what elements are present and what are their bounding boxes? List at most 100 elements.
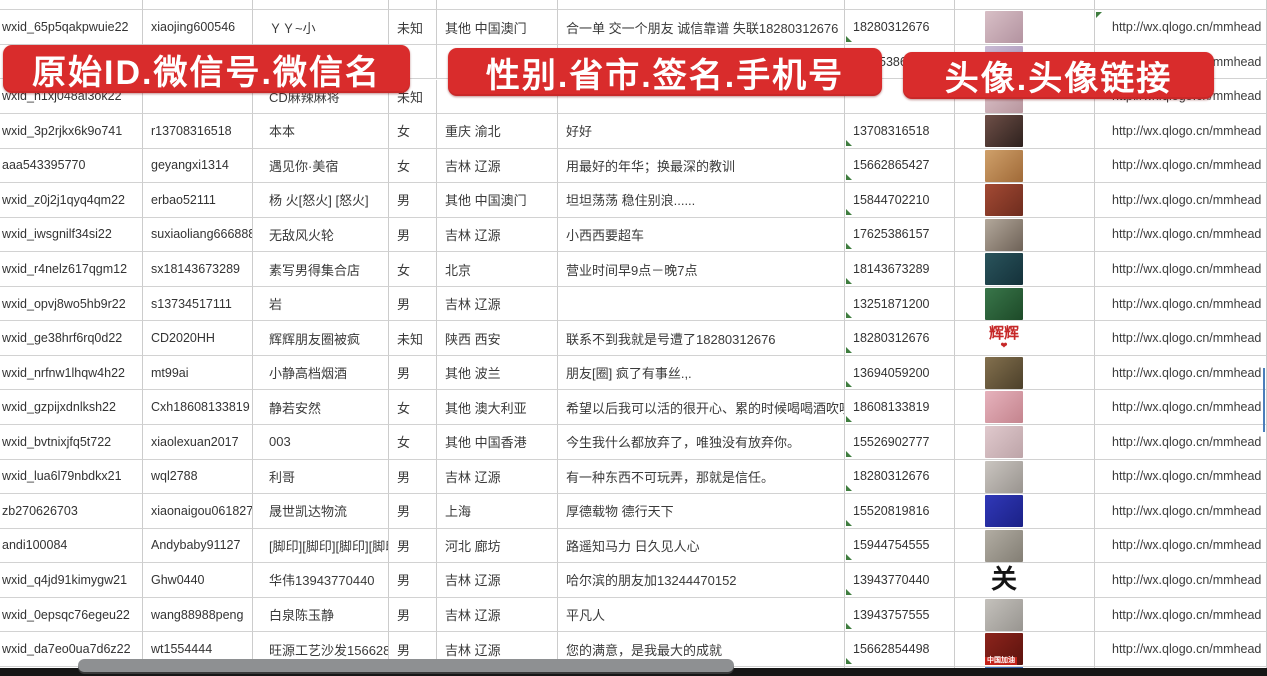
cell-avatar-link[interactable]: http://wx.qlogo.cn/mmhead bbox=[1095, 355, 1267, 391]
cell-avatar[interactable] bbox=[955, 390, 1095, 425]
cell-signature[interactable]: 路遥知马力 日久见人心 bbox=[558, 528, 845, 564]
cell-original-id[interactable]: wxid_65p5qakpwuie22 bbox=[0, 10, 143, 45]
cell-gender[interactable]: 男 bbox=[389, 355, 437, 391]
cell-signature[interactable] bbox=[558, 0, 845, 11]
cell-wechat-name[interactable]: CD麻辣麻将 bbox=[253, 79, 389, 115]
cell-original-id[interactable]: wxid_opvj8wo5hb9r22 bbox=[0, 286, 143, 322]
cell-gender[interactable]: 女 bbox=[389, 252, 437, 287]
cell-province-city[interactable]: 吉林 辽源 bbox=[437, 563, 558, 598]
cell-province-city[interactable]: 吉林 辽源 bbox=[437, 217, 558, 253]
cell-wechat-name[interactable]: 华伟13943770440 bbox=[253, 563, 389, 598]
cell-wechat-name[interactable]: 岩 bbox=[253, 286, 389, 322]
cell-wechat-name[interactable]: ＹＹ~小 bbox=[253, 10, 389, 45]
cell-signature[interactable]: 今生我什么都放弃了，唯独没有放弃你。 bbox=[558, 425, 845, 460]
cell-avatar-link[interactable]: http://wx.qlogo.cn/mmhead bbox=[1095, 494, 1267, 529]
cell-signature[interactable] bbox=[558, 79, 845, 115]
cell-wechat-id[interactable] bbox=[143, 79, 253, 115]
cell-phone-number[interactable]: 18280312676 bbox=[845, 459, 955, 495]
cell-phone-number[interactable]: 15844702210 bbox=[845, 183, 955, 218]
cell-original-id[interactable]: zb270626703 bbox=[0, 494, 143, 529]
cell-wechat-id[interactable]: wql2788 bbox=[143, 459, 253, 495]
cell-signature[interactable]: 平凡人 bbox=[558, 597, 845, 633]
cell-wechat-id[interactable]: wang88988peng bbox=[143, 597, 253, 633]
cell-avatar[interactable] bbox=[955, 114, 1095, 149]
cell-province-city[interactable]: 其他 中国香港 bbox=[437, 425, 558, 460]
cell-wechat-id[interactable]: suxiaoliang666888 bbox=[143, 217, 253, 253]
cell-original-id[interactable]: wxid_da7eo0ua7d6z22 bbox=[0, 632, 143, 667]
cell-avatar-link[interactable]: http://wx.qlogo.cn/mmhead bbox=[1095, 183, 1267, 218]
cell-province-city[interactable]: 北京 bbox=[437, 252, 558, 287]
cell-gender[interactable]: 男 bbox=[389, 563, 437, 598]
cell-avatar-link[interactable]: http://wx.qlogo.cn/mmhead bbox=[1095, 632, 1267, 667]
cell-province-city[interactable]: 上海 bbox=[437, 494, 558, 529]
cell-wechat-id[interactable]: CD2020HH bbox=[143, 321, 253, 356]
cell-phone-number[interactable]: 13694059200 bbox=[845, 355, 955, 391]
cell-gender[interactable]: 女 bbox=[389, 114, 437, 149]
cell-gender[interactable]: 女 bbox=[389, 390, 437, 425]
cell-original-id[interactable]: wxid_lua6l79nbdkx21 bbox=[0, 459, 143, 495]
cell-wechat-id[interactable]: Andybaby91127 bbox=[143, 528, 253, 564]
cell-gender[interactable] bbox=[389, 44, 437, 80]
cell-signature[interactable]: 用最好的年华；换最深的教训 bbox=[558, 148, 845, 184]
cell-avatar[interactable] bbox=[955, 597, 1095, 633]
cell-avatar[interactable] bbox=[955, 528, 1095, 564]
cell-wechat-id[interactable]: geyangxi1314 bbox=[143, 148, 253, 184]
cell-gender[interactable]: 男 bbox=[389, 459, 437, 495]
cell-avatar-link[interactable]: http://wx.qlogo.cn/mmhead bbox=[1095, 286, 1267, 322]
cell-avatar-link[interactable]: http://wx.qlogo.cn/mmhead bbox=[1095, 252, 1267, 287]
cell-avatar-link[interactable]: http://wx.qlogo.cn/mmhead bbox=[1095, 148, 1267, 184]
cell-original-id[interactable]: wxid_nrfnw1lhqw4h22 bbox=[0, 355, 143, 391]
cell-phone-number[interactable]: 18280312676 bbox=[845, 10, 955, 45]
cell-signature[interactable]: 厚德载物 德行天下 bbox=[558, 494, 845, 529]
cell-original-id[interactable]: wxid_3p2rjkx6k9o741 bbox=[0, 114, 143, 149]
cell-gender[interactable]: 女 bbox=[389, 148, 437, 184]
cell-signature[interactable]: 营业时间早9点－晚7点 bbox=[558, 252, 845, 287]
cell-signature[interactable]: 希望以后我可以活的很开心、累的时候喝喝酒吹吹[ bbox=[558, 390, 845, 425]
cell-phone-number[interactable]: 18608133819 bbox=[845, 390, 955, 425]
cell-province-city[interactable]: 其他 中国澳门 bbox=[437, 183, 558, 218]
cell-avatar[interactable] bbox=[955, 252, 1095, 287]
cell-gender[interactable]: 男 bbox=[389, 494, 437, 529]
cell-avatar[interactable]: 中国加油 bbox=[955, 632, 1095, 667]
cell-wechat-name[interactable]: 无敌风火轮 bbox=[253, 217, 389, 253]
cell-original-id[interactable]: wxid_ge38hrf6rq0d22 bbox=[0, 321, 143, 356]
cell-wechat-id[interactable]: xiaonaigou061827 bbox=[143, 494, 253, 529]
cell-gender[interactable]: 男 bbox=[389, 597, 437, 633]
cell-avatar[interactable]: 辉辉 ❤ bbox=[955, 321, 1095, 356]
cell-wechat-id[interactable]: r13708316518 bbox=[143, 114, 253, 149]
cell-wechat-id[interactable] bbox=[143, 0, 253, 11]
cell-wechat-id[interactable]: xiaolexuan2017 bbox=[143, 425, 253, 460]
cell-avatar-link[interactable]: http://wx.qlogo.cn/mmhead bbox=[1095, 114, 1267, 149]
cell-signature[interactable]: 坦坦荡荡 稳住别浪...... bbox=[558, 183, 845, 218]
cell-avatar-link[interactable]: http://wx.qlogo.cn/mmhead bbox=[1095, 217, 1267, 253]
cell-avatar[interactable] bbox=[955, 459, 1095, 495]
cell-phone-number[interactable]: 13708316518 bbox=[845, 114, 955, 149]
cell-phone-number[interactable]: 13943757555 bbox=[845, 597, 955, 633]
cell-avatar-link[interactable]: http://wx.qlogo.cn/mmhead bbox=[1095, 597, 1267, 633]
cell-wechat-name[interactable]: 素写男得集合店 bbox=[253, 252, 389, 287]
cell-original-id[interactable]: wxid_0epsqc76egeu22 bbox=[0, 597, 143, 633]
cell-avatar[interactable] bbox=[955, 425, 1095, 460]
cell-phone-number[interactable] bbox=[845, 0, 955, 11]
cell-wechat-id[interactable]: sx18143673289 bbox=[143, 252, 253, 287]
cell-province-city[interactable]: 其他 澳大利亚 bbox=[437, 390, 558, 425]
cell-province-city[interactable]: 河北 廊坊 bbox=[437, 528, 558, 564]
cell-avatar[interactable] bbox=[955, 217, 1095, 253]
cell-phone-number[interactable]: 18143673289 bbox=[845, 252, 955, 287]
cell-wechat-name[interactable]: 小静高档烟酒 bbox=[253, 355, 389, 391]
cell-signature[interactable]: 联系不到我就是号遭了18280312676 bbox=[558, 321, 845, 356]
cell-avatar-link[interactable]: http://wx.qlogo.cn/mmhead bbox=[1095, 10, 1267, 45]
cell-wechat-name[interactable]: 白泉陈玉静 bbox=[253, 597, 389, 633]
cell-wechat-id[interactable]: s13734517111 bbox=[143, 286, 253, 322]
cell-gender[interactable]: 男 bbox=[389, 183, 437, 218]
cell-signature[interactable]: 哈尔滨的朋友加13244470152 bbox=[558, 563, 845, 598]
cell-phone-number[interactable]: 15662854498 bbox=[845, 632, 955, 667]
cell-original-id[interactable]: wxid_r4nelz617qgm12 bbox=[0, 252, 143, 287]
cell-gender[interactable]: 未知 bbox=[389, 10, 437, 45]
cell-phone-number[interactable]: 15520819816 bbox=[845, 494, 955, 529]
cell-wechat-name[interactable]: 杨 火[怒火] [怒火] bbox=[253, 183, 389, 218]
cell-phone-number[interactable]: 15662865427 bbox=[845, 148, 955, 184]
cell-phone-number[interactable]: 13251871200 bbox=[845, 286, 955, 322]
cell-gender[interactable]: 男 bbox=[389, 286, 437, 322]
cell-avatar[interactable] bbox=[955, 183, 1095, 218]
